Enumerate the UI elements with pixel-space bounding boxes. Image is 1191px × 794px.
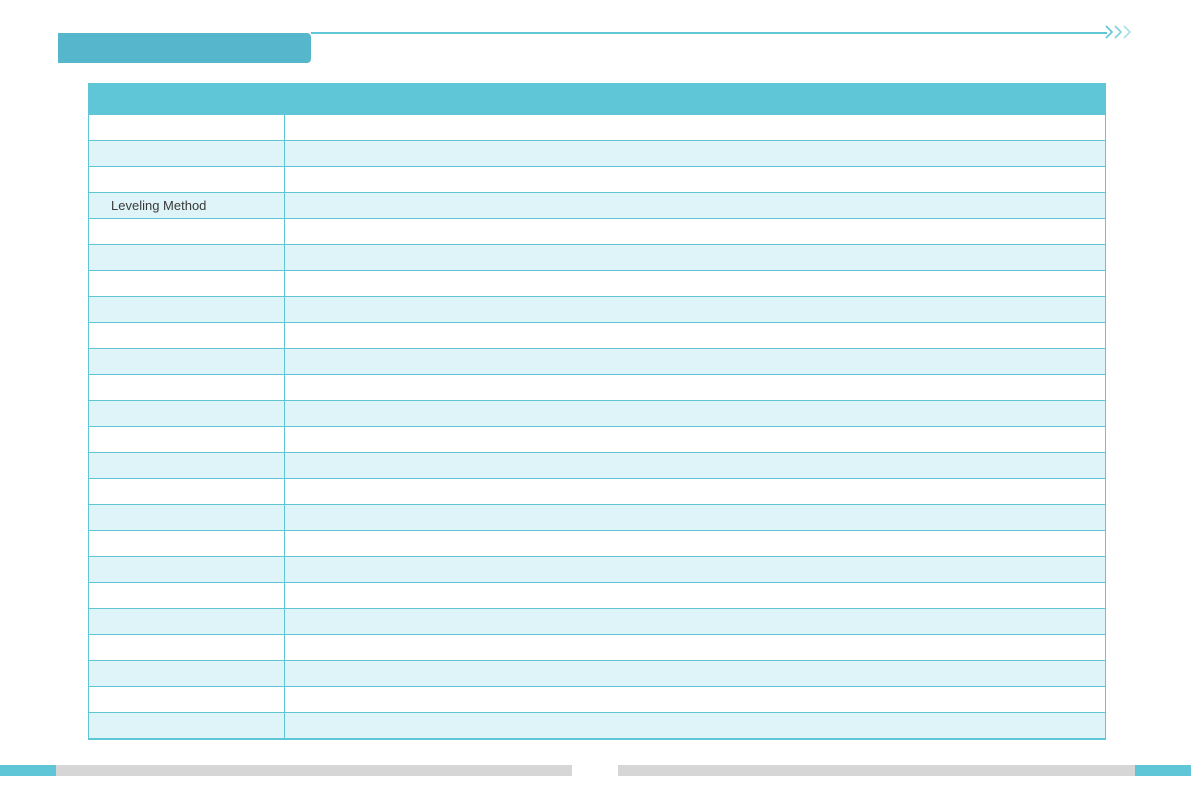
table-row xyxy=(89,582,1105,608)
spec-value xyxy=(285,219,1105,244)
spec-value xyxy=(285,115,1105,140)
table-row xyxy=(89,140,1105,166)
spec-value xyxy=(285,713,1105,738)
spec-value xyxy=(285,479,1105,504)
footer-accent-right xyxy=(1135,765,1191,776)
spec-label xyxy=(89,349,285,374)
spec-label xyxy=(89,609,285,634)
spec-label xyxy=(89,375,285,400)
spec-label xyxy=(89,271,285,296)
spec-value xyxy=(285,609,1105,634)
table-row xyxy=(89,348,1105,374)
footer-accent-left xyxy=(0,765,56,776)
section-title-tab xyxy=(58,33,311,63)
spec-value xyxy=(285,297,1105,322)
spec-label xyxy=(89,687,285,712)
spec-value xyxy=(285,687,1105,712)
table-row xyxy=(89,660,1105,686)
table-row xyxy=(89,504,1105,530)
table-row xyxy=(89,218,1105,244)
spec-label xyxy=(89,167,285,192)
spec-value xyxy=(285,245,1105,270)
spec-value xyxy=(285,635,1105,660)
spec-table-header xyxy=(89,83,1105,115)
table-row xyxy=(89,556,1105,582)
spec-value xyxy=(285,557,1105,582)
table-row xyxy=(89,478,1105,504)
table-row xyxy=(89,270,1105,296)
spec-label xyxy=(89,401,285,426)
spec-label xyxy=(89,115,285,140)
spec-value xyxy=(285,193,1105,218)
spec-value xyxy=(285,505,1105,530)
table-row xyxy=(89,530,1105,556)
table-row xyxy=(89,686,1105,712)
table-row xyxy=(89,608,1105,634)
spec-label xyxy=(89,505,285,530)
spec-value xyxy=(285,375,1105,400)
spec-value xyxy=(285,141,1105,166)
spec-label xyxy=(89,245,285,270)
spec-value xyxy=(285,349,1105,374)
spec-label xyxy=(89,219,285,244)
table-row xyxy=(89,244,1105,270)
spec-label xyxy=(89,713,285,738)
table-row xyxy=(89,712,1105,738)
spec-label xyxy=(89,661,285,686)
table-row xyxy=(89,400,1105,426)
spec-label xyxy=(89,427,285,452)
spec-value xyxy=(285,323,1105,348)
footer-bar-left xyxy=(56,765,572,776)
spec-label xyxy=(89,583,285,608)
table-row xyxy=(89,166,1105,192)
table-row xyxy=(89,426,1105,452)
table-row xyxy=(89,634,1105,660)
table-row xyxy=(89,296,1105,322)
spec-label xyxy=(89,323,285,348)
spec-value xyxy=(285,661,1105,686)
spec-label xyxy=(89,635,285,660)
table-row xyxy=(89,115,1105,140)
spec-value xyxy=(285,453,1105,478)
table-row xyxy=(89,452,1105,478)
spec-value xyxy=(285,427,1105,452)
table-row xyxy=(89,374,1105,400)
spec-label xyxy=(89,479,285,504)
spec-value xyxy=(285,531,1105,556)
spec-table: Leveling Method xyxy=(88,83,1106,740)
chevron-right-triple-icon xyxy=(1105,25,1132,39)
spec-label xyxy=(89,297,285,322)
spec-label xyxy=(89,453,285,478)
spec-value xyxy=(285,271,1105,296)
spec-label xyxy=(89,557,285,582)
spec-label xyxy=(89,141,285,166)
spec-value xyxy=(285,583,1105,608)
spec-value xyxy=(285,167,1105,192)
spec-label: Leveling Method xyxy=(89,193,285,218)
spec-table-body: Leveling Method xyxy=(89,115,1105,738)
table-row: Leveling Method xyxy=(89,192,1105,218)
footer-bar-right xyxy=(618,765,1135,776)
spec-value xyxy=(285,401,1105,426)
header-rule xyxy=(311,32,1107,34)
spec-label xyxy=(89,531,285,556)
table-row xyxy=(89,322,1105,348)
